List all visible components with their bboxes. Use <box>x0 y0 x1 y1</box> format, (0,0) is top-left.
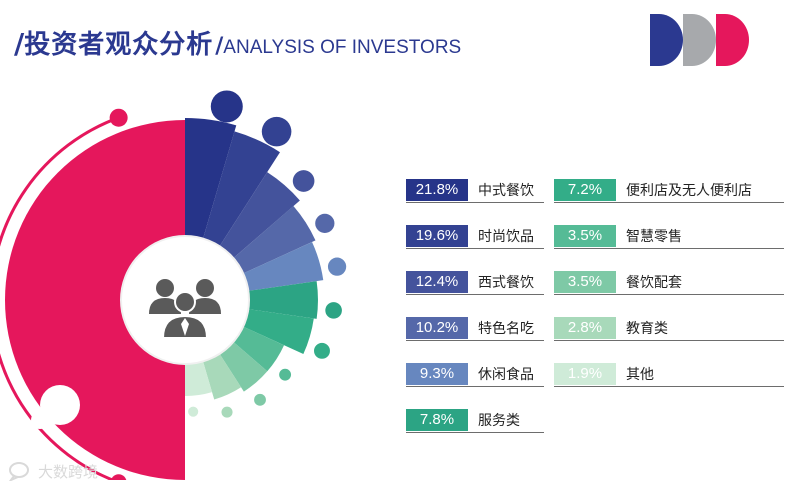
title-slash-2: / <box>215 34 224 59</box>
crimson-dot-bottom <box>110 474 127 480</box>
legend-item: 19.6% 时尚饮品 <box>406 224 544 249</box>
chart-petal-dot <box>188 406 199 417</box>
legend-item: 12.4% 西式餐饮 <box>406 270 544 295</box>
legend-item: 3.5% 智慧零售 <box>554 224 784 249</box>
chat-bubble-icon <box>9 462 29 481</box>
legend-label: 休闲食品 <box>478 367 534 383</box>
legend-item: 21.8% 中式餐饮 <box>406 178 544 203</box>
legend-value: 7.8% <box>406 409 468 431</box>
brand-logo-icon <box>650 14 749 66</box>
legend-value: 10.2% <box>406 317 468 339</box>
legend-value: 3.5% <box>554 225 616 247</box>
legend-value: 7.2% <box>554 179 616 201</box>
audience-group-icon <box>149 279 221 339</box>
chart-legend: 21.8% 中式餐饮 19.6% 时尚饮品 12.4% 西式餐饮 10.2% 特色名吃 9.3%… <box>406 178 796 438</box>
legend-item: 9.3% 休闲食品 <box>406 362 544 387</box>
crimson-dot-top <box>109 108 128 127</box>
legend-value: 1.9% <box>554 363 616 385</box>
chart-petal-dot <box>314 342 330 359</box>
watermark: 大数跨境 <box>8 460 98 482</box>
chart-petal-dot <box>325 302 342 319</box>
chart-petal-dot <box>261 116 292 147</box>
crimson-outer-arc <box>0 116 120 480</box>
legend-item: 3.5% 餐饮配套 <box>554 270 784 295</box>
title-chinese: 投资者观众分析 <box>24 30 214 60</box>
chart-decoration <box>0 108 185 480</box>
legend-item: 1.9% 其他 <box>554 362 784 387</box>
chart-petal-dot <box>279 368 292 381</box>
legend-label: 其他 <box>626 367 654 383</box>
legend-label: 智慧零售 <box>626 229 682 245</box>
legend-value: 2.8% <box>554 317 616 339</box>
legend-value: 3.5% <box>554 271 616 293</box>
chart-center <box>120 235 250 365</box>
legend-label: 服务类 <box>478 413 520 429</box>
legend-label: 餐饮配套 <box>626 275 682 291</box>
legend-label: 教育类 <box>626 321 668 337</box>
legend-label: 中式餐饮 <box>478 183 534 199</box>
page-title: / 投资者观众分析 / ANALYSIS OF INVESTORS <box>14 24 462 60</box>
logo-crimson-d <box>716 14 749 66</box>
investor-share-chart <box>0 90 347 480</box>
legend-value: 12.4% <box>406 271 468 293</box>
logo-navy-d <box>650 14 683 66</box>
white-bubble-small <box>31 411 49 429</box>
watermark-text: 大数跨境 <box>38 462 99 481</box>
legend-label: 特色名吃 <box>478 321 534 337</box>
legend-item: 10.2% 特色名吃 <box>406 316 544 341</box>
chart-petal-dot <box>221 406 233 418</box>
title-slash: / <box>14 27 25 60</box>
chart-petal <box>185 281 318 319</box>
legend-label: 便利店及无人便利店 <box>626 183 752 199</box>
white-bubble-large <box>40 385 80 425</box>
chart-dots <box>188 90 347 418</box>
chart-petal-dot <box>254 393 266 406</box>
legend-item: 7.8% 服务类 <box>406 408 544 433</box>
title-english: ANALYSIS OF INVESTORS <box>223 37 462 58</box>
legend-value: 19.6% <box>406 225 468 247</box>
legend-item: 2.8% 教育类 <box>554 316 784 341</box>
chart-petal-dot <box>292 170 315 192</box>
center-disc-ring <box>120 235 250 365</box>
chart-petal-dot <box>327 257 347 276</box>
logo-gray-d <box>683 14 716 66</box>
chart-petal-dot <box>210 90 243 123</box>
legend-value: 9.3% <box>406 363 468 385</box>
chart-petal-dot <box>315 213 335 233</box>
legend-label: 西式餐饮 <box>478 275 534 291</box>
legend-value: 21.8% <box>406 179 468 201</box>
legend-item: 7.2% 便利店及无人便利店 <box>554 178 784 203</box>
legend-label: 时尚饮品 <box>478 229 534 245</box>
